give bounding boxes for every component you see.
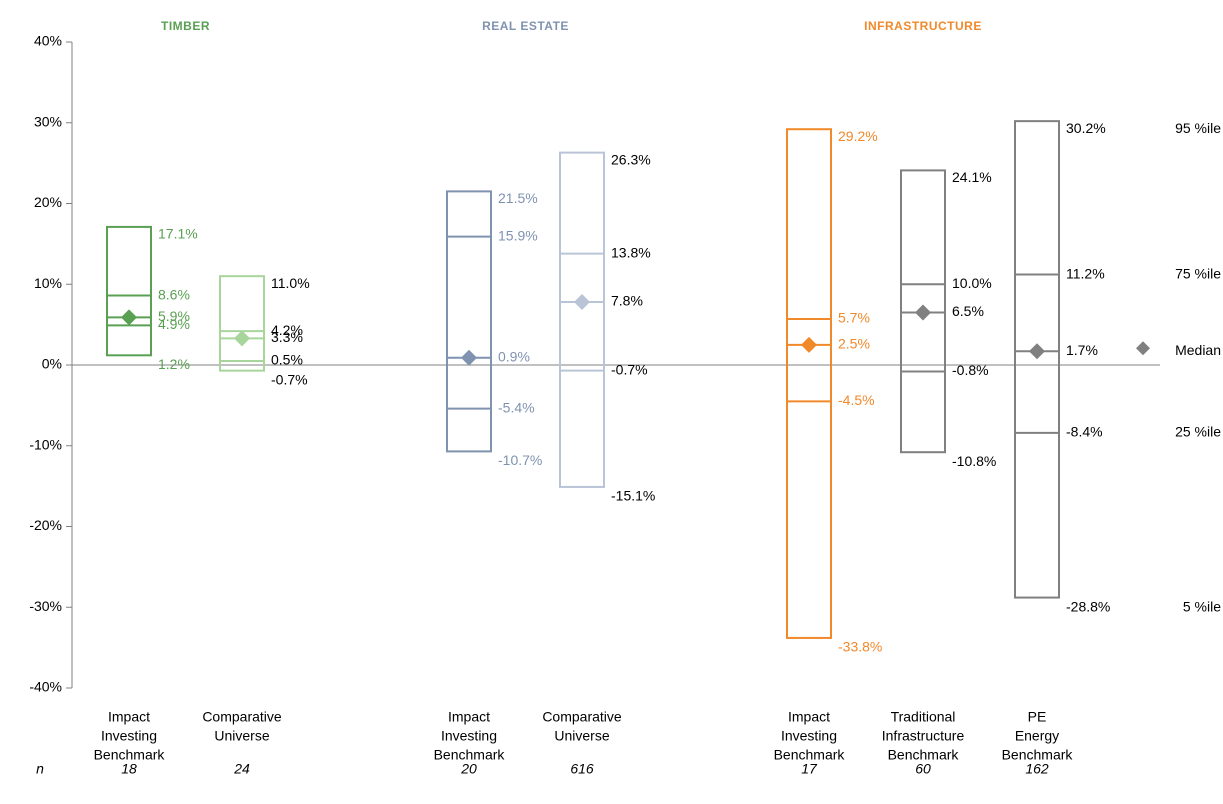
value-label: 5.7%: [838, 310, 870, 326]
category-label: Universe: [214, 728, 269, 744]
value-label: 5.9%: [158, 308, 190, 324]
n-value: 24: [233, 761, 250, 777]
group-title: INFRASTRUCTURE: [864, 19, 982, 33]
y-tick-label: 20%: [34, 194, 62, 210]
value-label: 1.7%: [1066, 342, 1098, 358]
value-label: -10.8%: [952, 453, 996, 469]
value-label: -15.1%: [611, 488, 655, 504]
median-marker: [1029, 343, 1045, 360]
n-value: 60: [915, 761, 931, 777]
value-label: 21.5%: [498, 190, 538, 206]
box: [446, 190, 492, 453]
category-label: Comparative: [202, 709, 282, 725]
legend-marker: [1136, 341, 1150, 356]
value-label: -33.8%: [838, 639, 882, 655]
n-value: 20: [460, 761, 477, 777]
value-label: 4.2%: [271, 322, 303, 338]
group-title: REAL ESTATE: [482, 19, 569, 33]
category-label: Benchmark: [434, 747, 506, 763]
y-tick-label: 30%: [34, 113, 62, 129]
value-label: -8.4%: [1066, 424, 1103, 440]
category-label: Impact: [788, 709, 830, 725]
value-label: 26.3%: [611, 151, 651, 167]
value-label: 0.5%: [271, 352, 303, 368]
y-tick-label: -40%: [29, 679, 62, 695]
y-tick-label: 0%: [42, 356, 62, 372]
category-label: PE: [1028, 709, 1047, 725]
value-label: 11.2%: [1066, 265, 1105, 281]
median-marker: [234, 330, 250, 347]
value-label: 3.3%: [271, 329, 303, 345]
value-label: 2.5%: [838, 336, 870, 352]
category-label: Impact: [108, 709, 150, 725]
box: [106, 225, 152, 357]
category-label: Benchmark: [1002, 747, 1074, 763]
median-marker: [801, 336, 817, 353]
value-label: 15.9%: [498, 227, 538, 243]
value-label: 0.9%: [498, 348, 530, 364]
value-label: 29.2%: [838, 128, 878, 144]
value-label: -4.5%: [838, 392, 875, 408]
value-label: 30.2%: [1066, 120, 1106, 136]
value-label: 17.1%: [158, 226, 198, 242]
category-label: Investing: [781, 728, 837, 744]
category-label: Benchmark: [94, 747, 166, 763]
value-label: 4.9%: [158, 316, 190, 332]
category-label: Infrastructure: [882, 728, 965, 744]
y-tick-label: -10%: [29, 436, 62, 452]
median-marker: [461, 349, 477, 366]
value-label: 24.1%: [952, 169, 992, 185]
n-label: n: [36, 761, 44, 777]
category-label: Investing: [101, 728, 157, 744]
median-marker: [915, 304, 931, 321]
n-value: 616: [570, 761, 594, 777]
n-value: 162: [1025, 761, 1049, 777]
value-label: -0.7%: [611, 361, 648, 377]
legend-label: 95 %ile: [1175, 120, 1221, 136]
box: [219, 275, 265, 372]
box: [900, 169, 946, 454]
y-tick-label: -30%: [29, 598, 62, 614]
value-label: -0.8%: [952, 362, 989, 378]
category-label: Energy: [1015, 728, 1059, 744]
legend-label: 25 %ile: [1175, 424, 1221, 440]
value-label: 6.5%: [952, 303, 984, 319]
median-marker: [121, 309, 137, 326]
median-marker: [574, 294, 590, 311]
legend-label: Median: [1175, 342, 1221, 358]
value-label: 1.2%: [158, 356, 190, 372]
y-tick-label: -20%: [29, 517, 62, 533]
y-tick-label: 10%: [34, 275, 62, 291]
box: [1014, 120, 1060, 599]
category-label: Universe: [554, 728, 609, 744]
value-label: -28.8%: [1066, 598, 1110, 614]
category-label: Investing: [441, 728, 497, 744]
n-value: 18: [121, 761, 137, 777]
value-label: 13.8%: [611, 244, 651, 260]
value-label: 7.8%: [611, 293, 643, 309]
value-label: 10.0%: [952, 275, 992, 291]
category-label: Impact: [448, 709, 490, 725]
category-label: Traditional: [891, 709, 956, 725]
value-label: 11.0%: [271, 275, 310, 291]
box: [786, 128, 832, 639]
legend-label: 5 %ile: [1183, 598, 1221, 614]
value-label: -0.7%: [271, 371, 308, 387]
n-value: 17: [801, 761, 818, 777]
legend-label: 75 %ile: [1175, 265, 1221, 281]
category-label: Benchmark: [888, 747, 960, 763]
group-title: TIMBER: [161, 19, 210, 33]
value-label: 8.6%: [158, 286, 190, 302]
category-label: Comparative: [542, 709, 622, 725]
box: [559, 151, 605, 488]
y-tick-label: 40%: [34, 33, 62, 49]
category-label: Benchmark: [774, 747, 846, 763]
value-label: -10.7%: [498, 452, 542, 468]
value-label: -5.4%: [498, 399, 535, 415]
